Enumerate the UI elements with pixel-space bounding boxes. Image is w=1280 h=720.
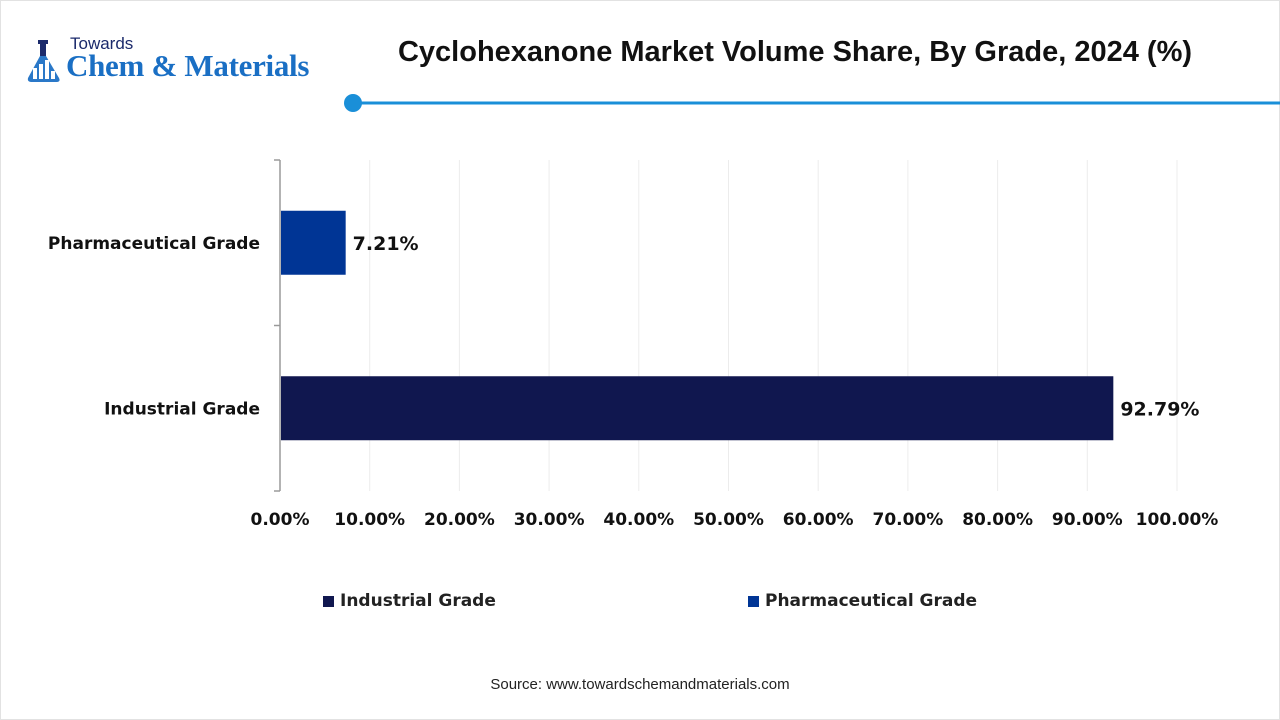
legend-label-industrial: Industrial Grade [340,591,496,611]
x-tick-label: 80.00% [962,510,1033,530]
category-label: Pharmaceutical Grade [48,234,260,254]
legend-item-pharmaceutical: Pharmaceutical Grade [748,589,977,613]
chart-title: Cyclohexanone Market Volume Share, By Gr… [397,36,1193,68]
bar [281,210,346,275]
brand-small-text: Towards [70,34,134,53]
x-tick-label: 90.00% [1052,510,1123,530]
title-underline [344,94,1280,112]
brand-main-text: Chem & Materials [66,48,310,83]
bar-chart: 0.00% 10.00% 20.00% 30.00% 40.00% 50.00% 60.00… [48,159,1219,530]
legend-swatch-pharmaceutical [748,595,759,607]
legend-swatch-industrial [323,595,334,607]
legend-label-pharmaceutical: Pharmaceutical Grade [765,591,978,611]
bar [281,376,1114,441]
legend-item-industrial: Industrial Grade [323,589,496,613]
flask-chart-icon [27,40,60,82]
data-label: 92.79% [1120,398,1199,420]
x-tick-label: 20.00% [424,510,495,530]
x-tick-label: 70.00% [872,510,943,530]
x-tick-label: 100.00% [1136,510,1219,530]
brand-logo: Towards Chem & Materials [22,34,342,86]
x-tick-label: 60.00% [783,510,854,530]
data-label: 7.21% [353,233,419,255]
source-note: Source: www.towardschemandmaterials.com [490,676,790,693]
x-tick-label: 30.00% [514,510,585,530]
x-tick-label: 10.00% [334,510,405,530]
x-tick-label: 50.00% [693,510,764,530]
category-label: Industrial Grade [104,399,260,419]
x-tick-label: 0.00% [251,510,310,530]
x-tick-label: 40.00% [603,510,674,530]
